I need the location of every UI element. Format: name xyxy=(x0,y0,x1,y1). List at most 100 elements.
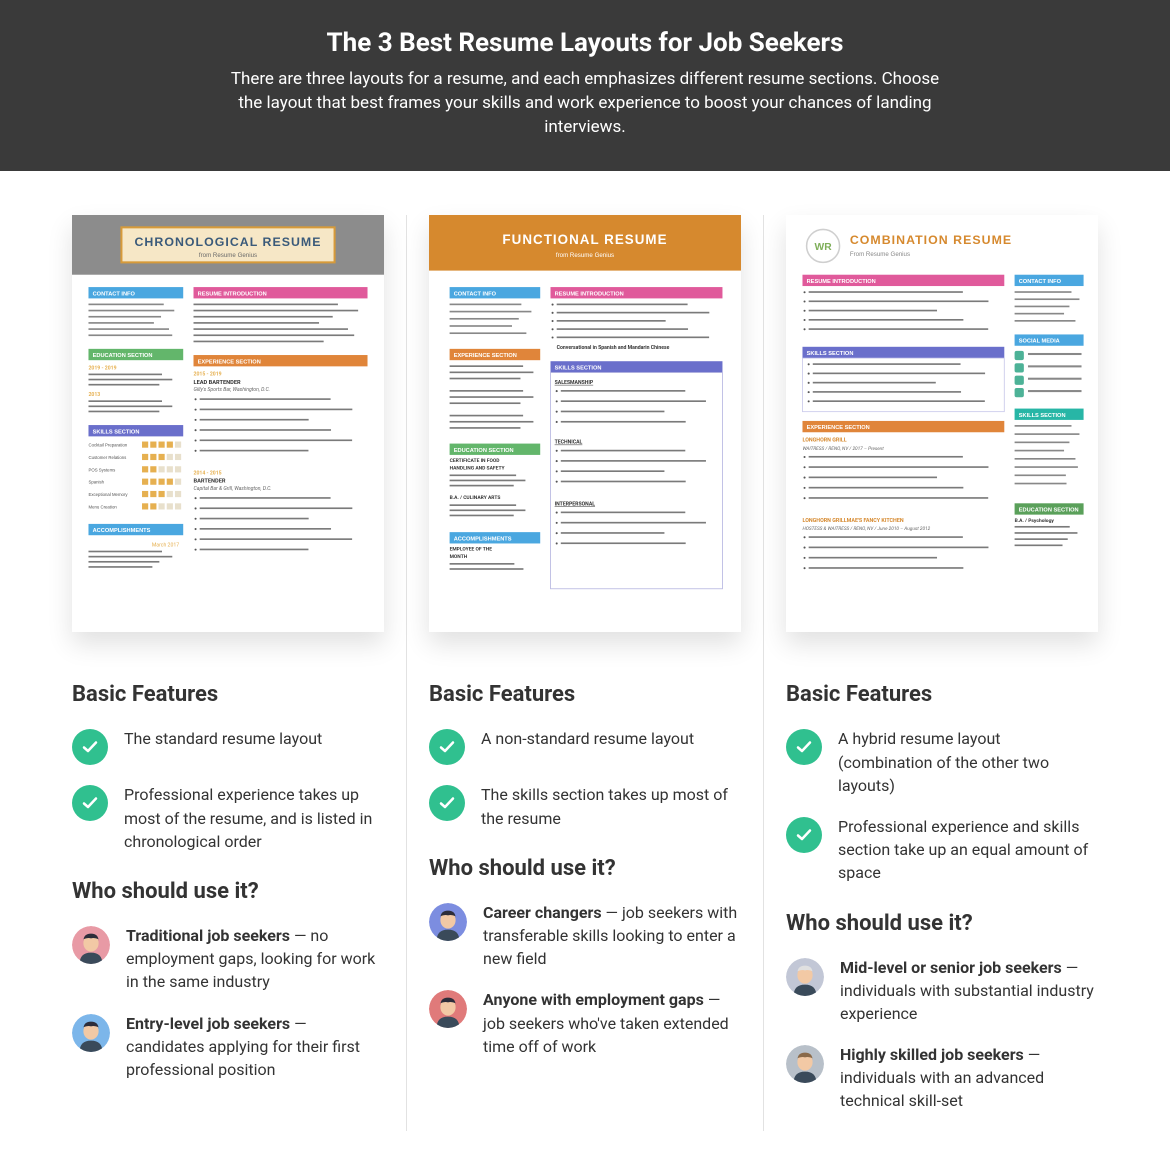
svg-text:SKILLS SECTION: SKILLS SECTION xyxy=(555,366,602,372)
svg-text:B.A. / CULINARY ARTS: B.A. / CULINARY ARTS xyxy=(450,496,501,502)
svg-text:CONTACT INFO: CONTACT INFO xyxy=(454,292,497,298)
svg-text:B.A. / Psychology: B.A. / Psychology xyxy=(1015,518,1055,524)
resume-thumbnail: WRCOMBINATION RESUMEFrom Resume Genius R… xyxy=(786,215,1098,632)
column-functional: FUNCTIONAL RESUME from Resume Genius CONT… xyxy=(406,215,763,1130)
svg-text:HOSTESS & WAITRESS / RENO, NV: HOSTESS & WAITRESS / RENO, NV / June 201… xyxy=(802,526,930,532)
who-text: Career changers — job seekers with trans… xyxy=(483,901,741,971)
check-icon xyxy=(786,729,822,765)
features-list: A hybrid resume layout (combination of t… xyxy=(786,727,1098,884)
svg-text:from Resume Genius: from Resume Genius xyxy=(199,253,257,260)
avatar-icon xyxy=(786,958,824,996)
column-combination: WRCOMBINATION RESUMEFrom Resume Genius R… xyxy=(763,215,1120,1130)
feature-text: The standard resume layout xyxy=(124,727,322,750)
avatar-icon xyxy=(72,926,110,964)
feature-item: The standard resume layout xyxy=(72,727,384,765)
feature-text: A hybrid resume layout (combination of t… xyxy=(838,727,1098,797)
svg-text:RESUME INTRODUCTION: RESUME INTRODUCTION xyxy=(555,292,624,298)
feature-item: Professional experience takes up most of… xyxy=(72,783,384,853)
avatar-icon xyxy=(72,1014,110,1052)
who-text: Anyone with employment gaps — job seeker… xyxy=(483,988,741,1058)
who-list: Career changers — job seekers with trans… xyxy=(429,901,741,1058)
avatar-icon xyxy=(786,1045,824,1083)
svg-text:Customer Relations: Customer Relations xyxy=(88,455,126,460)
svg-text:March 2017: March 2017 xyxy=(152,543,179,549)
who-text: Traditional job seekers — no employment … xyxy=(126,924,384,994)
svg-text:WR: WR xyxy=(815,242,833,253)
svg-text:2013: 2013 xyxy=(88,393,100,399)
who-text: Highly skilled job seekers — individuals… xyxy=(840,1043,1098,1113)
who-item: Career changers — job seekers with trans… xyxy=(429,901,741,971)
who-text: Mid-level or senior job seekers — indivi… xyxy=(840,956,1098,1026)
svg-text:LEAD BARTENDER: LEAD BARTENDER xyxy=(194,380,242,386)
svg-text:EMPLOYEE OF THE: EMPLOYEE OF THE xyxy=(450,547,493,553)
svg-text:EXPERIENCE SECTION: EXPERIENCE SECTION xyxy=(807,426,870,432)
svg-text:MONTH: MONTH xyxy=(450,554,468,560)
who-item: Anyone with employment gaps — job seeker… xyxy=(429,988,741,1058)
svg-text:INTERPERSONAL: INTERPERSONAL xyxy=(555,502,596,508)
check-icon xyxy=(786,817,822,853)
svg-text:Cocktail Preparation: Cocktail Preparation xyxy=(88,443,127,448)
resume-thumbnail: CHRONOLOGICAL RESUME from Resume Genius C… xyxy=(72,215,384,632)
check-icon xyxy=(72,729,108,765)
svg-text:BARTENDER: BARTENDER xyxy=(194,479,226,485)
svg-text:2014 - 2015: 2014 - 2015 xyxy=(194,471,222,477)
features-heading: Basic Features xyxy=(72,682,384,707)
who-item: Traditional job seekers — no employment … xyxy=(72,924,384,994)
svg-text:ACCOMPLISHMENTS: ACCOMPLISHMENTS xyxy=(93,529,151,535)
who-text: Entry-level job seekers — candidates app… xyxy=(126,1012,384,1082)
svg-text:EXPERIENCE SECTION: EXPERIENCE SECTION xyxy=(454,353,517,359)
feature-item: Professional experience and skills secti… xyxy=(786,815,1098,885)
svg-text:SALESMANSHIP: SALESMANSHIP xyxy=(555,380,594,386)
who-heading: Who should use it? xyxy=(429,856,741,881)
svg-text:SKILLS SECTION: SKILLS SECTION xyxy=(93,430,140,436)
feature-item: A non-standard resume layout xyxy=(429,727,741,765)
svg-text:LONGHORN GRILLMAE'S FANCY KITC: LONGHORN GRILLMAE'S FANCY KITCHEN xyxy=(802,518,903,524)
avatar-icon xyxy=(429,990,467,1028)
svg-text:WAITRESS / RENO, NV / 2017 – P: WAITRESS / RENO, NV / 2017 – Present xyxy=(802,446,884,452)
svg-text:EXPERIENCE SECTION: EXPERIENCE SECTION xyxy=(198,360,261,366)
svg-text:EDUCATION SECTION: EDUCATION SECTION xyxy=(93,353,153,359)
feature-text: The skills section takes up most of the … xyxy=(481,783,741,829)
check-icon xyxy=(72,785,108,821)
svg-text:RESUME INTRODUCTION: RESUME INTRODUCTION xyxy=(198,292,267,298)
features-heading: Basic Features xyxy=(786,682,1098,707)
svg-text:CHRONOLOGICAL RESUME: CHRONOLOGICAL RESUME xyxy=(134,235,321,249)
who-list: Traditional job seekers — no employment … xyxy=(72,924,384,1081)
svg-text:HANDLING AND SAFETY: HANDLING AND SAFETY xyxy=(450,466,506,472)
features-list: The standard resume layout Professional … xyxy=(72,727,384,853)
svg-text:Spanish: Spanish xyxy=(88,480,104,485)
feature-text: Professional experience takes up most of… xyxy=(124,783,384,853)
avatar-icon xyxy=(429,903,467,941)
check-icon xyxy=(429,729,465,765)
feature-text: Professional experience and skills secti… xyxy=(838,815,1098,885)
features-heading: Basic Features xyxy=(429,682,741,707)
feature-item: The skills section takes up most of the … xyxy=(429,783,741,829)
who-heading: Who should use it? xyxy=(72,879,384,904)
svg-text:FUNCTIONAL RESUME: FUNCTIONAL RESUME xyxy=(502,232,667,247)
who-list: Mid-level or senior job seekers — indivi… xyxy=(786,956,1098,1113)
who-item: Highly skilled job seekers — individuals… xyxy=(786,1043,1098,1113)
column-chronological: CHRONOLOGICAL RESUME from Resume Genius C… xyxy=(50,215,406,1130)
svg-text:EDUCATION SECTION: EDUCATION SECTION xyxy=(1019,508,1079,514)
svg-text:Capital Bar & Grill, Washingto: Capital Bar & Grill, Washington, D.C. xyxy=(194,486,272,492)
svg-text:SKILLS SECTION: SKILLS SECTION xyxy=(1019,413,1066,419)
layout-grid: CHRONOLOGICAL RESUME from Resume Genius C… xyxy=(0,171,1170,1170)
who-item: Entry-level job seekers — candidates app… xyxy=(72,1012,384,1082)
svg-text:from Resume Genius: from Resume Genius xyxy=(556,253,614,260)
svg-text:Conversational in Spanish and: Conversational in Spanish and Mandarin C… xyxy=(557,345,670,351)
svg-text:2019 - 2019: 2019 - 2019 xyxy=(88,366,116,372)
svg-text:TECHNICAL: TECHNICAL xyxy=(555,440,583,446)
svg-text:CONTACT INFO: CONTACT INFO xyxy=(93,292,136,298)
svg-text:EDUCATION SECTION: EDUCATION SECTION xyxy=(454,448,514,454)
svg-text:CONTACT INFO: CONTACT INFO xyxy=(1019,279,1062,285)
svg-text:Menu Creation: Menu Creation xyxy=(88,505,117,510)
feature-item: A hybrid resume layout (combination of t… xyxy=(786,727,1098,797)
features-list: A non-standard resume layout The skills … xyxy=(429,727,741,829)
svg-text:ACCOMPLISHMENTS: ACCOMPLISHMENTS xyxy=(454,537,512,543)
svg-text:LONGHORN GRILL: LONGHORN GRILL xyxy=(802,438,846,444)
svg-text:CERTIFICATE IN FOOD: CERTIFICATE IN FOOD xyxy=(450,459,500,465)
svg-text:2015 - 2019: 2015 - 2019 xyxy=(194,372,222,378)
svg-text:Exceptional Memory: Exceptional Memory xyxy=(88,492,128,497)
svg-text:POS Systems: POS Systems xyxy=(88,468,115,473)
svg-text:RESUME INTRODUCTION: RESUME INTRODUCTION xyxy=(807,279,876,285)
